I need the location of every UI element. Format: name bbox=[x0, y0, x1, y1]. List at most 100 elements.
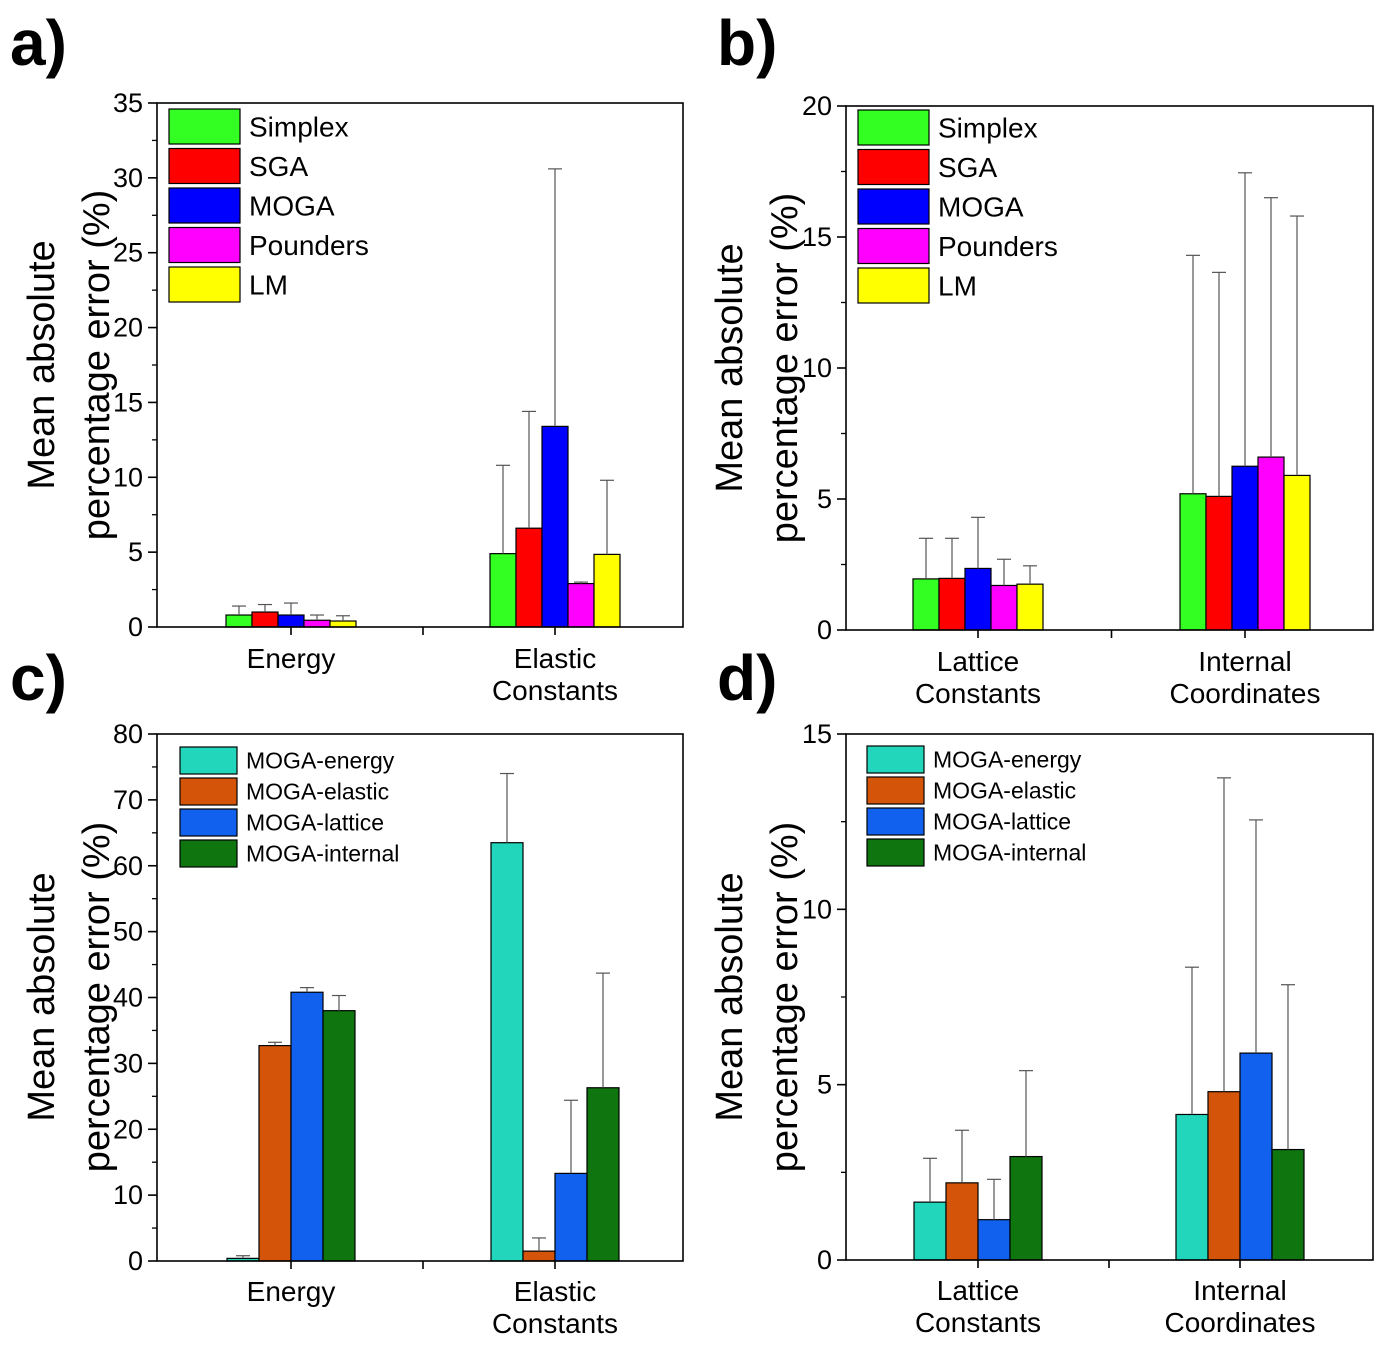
x-category-label: Energy bbox=[247, 643, 336, 674]
bar-moga-lattice-1 bbox=[1239, 1052, 1273, 1261]
bar-moga-internal-1 bbox=[1271, 1148, 1305, 1261]
y-axis-label-line1: Mean absolute bbox=[709, 872, 751, 1121]
y-tick-label: 30 bbox=[113, 1048, 143, 1078]
legend-swatch-lm bbox=[857, 267, 930, 304]
legend-label-lm: LM bbox=[938, 271, 977, 302]
legend-label-pounders: Pounders bbox=[249, 230, 369, 261]
x-category-label: Constants bbox=[492, 675, 618, 706]
legend-swatch-moga-lattice bbox=[866, 807, 925, 836]
x-category-label: Constants bbox=[492, 1308, 618, 1339]
legend-label-simplex: Simplex bbox=[938, 113, 1038, 144]
panel-label: b) bbox=[717, 7, 777, 79]
x-category-label: Constants bbox=[915, 1307, 1041, 1338]
legend-swatch-simplex bbox=[168, 108, 241, 145]
legend-label-pounders: Pounders bbox=[938, 231, 1058, 262]
legend-swatch-moga-elastic bbox=[866, 776, 925, 805]
bar-pounders-0 bbox=[990, 584, 1018, 631]
y-tick-label: 10 bbox=[802, 894, 832, 924]
legend-swatch-moga-internal bbox=[179, 839, 238, 868]
y-tick-label: 60 bbox=[113, 851, 143, 881]
bar-moga-0 bbox=[277, 614, 305, 628]
bar-simplex-1 bbox=[1179, 493, 1207, 631]
y-tick-label: 5 bbox=[128, 537, 143, 567]
bar-simplex-0 bbox=[912, 578, 940, 631]
y-tick-label: 0 bbox=[817, 1245, 832, 1275]
x-category-label: Internal bbox=[1193, 1275, 1286, 1306]
x-category-label: Elastic bbox=[514, 1276, 596, 1307]
panel-d: d) Mean absolute percentage error (%) 0 5 10 1… bbox=[709, 642, 1374, 1338]
legend-label-moga-lattice: MOGA-lattice bbox=[933, 809, 1071, 835]
y-tick-label: 10 bbox=[113, 1180, 143, 1210]
bar-moga-lattice-0 bbox=[977, 1219, 1011, 1261]
y-tick-label: 20 bbox=[113, 313, 143, 343]
legend-label-moga-energy: MOGA-energy bbox=[933, 747, 1082, 773]
y-tick-label: 15 bbox=[802, 719, 832, 749]
legend-label-moga-elastic: MOGA-elastic bbox=[933, 778, 1076, 804]
y-tick-label: 15 bbox=[113, 387, 143, 417]
y-axis-label-line1: Mean absolute bbox=[21, 872, 63, 1121]
legend: MOGA-energy MOGA-elastic MOGA-lattice MOGA-… bbox=[179, 746, 399, 868]
x-category-label: Constants bbox=[915, 678, 1041, 709]
bar-pounders-0 bbox=[303, 619, 331, 628]
bar-moga-0 bbox=[964, 567, 992, 631]
legend-label-moga: MOGA bbox=[938, 192, 1024, 223]
legend-swatch-moga-lattice bbox=[179, 808, 238, 837]
bar-moga-internal-1 bbox=[586, 1087, 620, 1262]
legend-label-moga-elastic: MOGA-elastic bbox=[246, 779, 389, 805]
x-category-label: Energy bbox=[247, 1276, 336, 1307]
y-tick-label: 30 bbox=[113, 163, 143, 193]
y-tick-label: 15 bbox=[802, 222, 832, 252]
bar-moga-elastic-0 bbox=[258, 1044, 292, 1262]
y-tick-label: 40 bbox=[113, 983, 143, 1013]
legend-label-moga-internal: MOGA-internal bbox=[933, 840, 1086, 866]
bar-lm-0 bbox=[329, 620, 357, 628]
bar-moga-lattice-0 bbox=[290, 991, 324, 1262]
y-tick-label: 0 bbox=[817, 615, 832, 645]
y-tick-label: 5 bbox=[817, 484, 832, 514]
legend-label-simplex: Simplex bbox=[249, 112, 349, 143]
x-category-label: Lattice bbox=[937, 646, 1020, 677]
legend: Simplex SGA MOGA Pounders LM bbox=[857, 109, 1058, 304]
legend-swatch-moga bbox=[168, 187, 241, 224]
x-category-label: Internal bbox=[1198, 646, 1291, 677]
legend-swatch-moga bbox=[857, 188, 930, 225]
legend-swatch-lm bbox=[168, 266, 241, 303]
legend-label-moga-internal: MOGA-internal bbox=[246, 841, 399, 867]
legend-label-sga: SGA bbox=[249, 151, 308, 182]
bar-simplex-0 bbox=[225, 614, 253, 628]
legend-label-moga: MOGA bbox=[249, 191, 335, 222]
legend-swatch-sga bbox=[857, 148, 930, 186]
panel-label: c) bbox=[10, 642, 67, 714]
bar-simplex-1 bbox=[489, 553, 517, 628]
bar-lm-1 bbox=[593, 553, 621, 628]
bar-moga-internal-0 bbox=[322, 1010, 356, 1262]
y-tick-label: 5 bbox=[817, 1070, 832, 1100]
legend-swatch-moga-internal bbox=[866, 838, 925, 867]
bar-sga-1 bbox=[515, 527, 543, 628]
x-category-label: Lattice bbox=[937, 1275, 1020, 1306]
bar-sga-1 bbox=[1205, 495, 1233, 631]
y-tick-label: 70 bbox=[113, 785, 143, 815]
bar-moga-internal-0 bbox=[1009, 1155, 1043, 1261]
legend-label-sga: SGA bbox=[938, 152, 997, 183]
bar-lm-0 bbox=[1016, 583, 1044, 631]
legend-label-moga-energy: MOGA-energy bbox=[246, 748, 395, 774]
bar-moga-elastic-0 bbox=[945, 1182, 979, 1261]
legend: MOGA-energy MOGA-elastic MOGA-lattice MOGA-… bbox=[866, 745, 1086, 867]
bar-moga-energy-1 bbox=[490, 842, 524, 1262]
bar-moga-energy-0 bbox=[913, 1201, 947, 1261]
panel-label: d) bbox=[717, 642, 777, 714]
y-tick-label: 80 bbox=[113, 719, 143, 749]
bar-pounders-1 bbox=[567, 582, 595, 628]
y-tick-label: 25 bbox=[113, 238, 143, 268]
panel-c: c) Mean absolute percentage error (%) 0 10 20… bbox=[10, 642, 684, 1339]
y-axis-label-line2: percentage error (%) bbox=[764, 193, 806, 544]
bar-moga-1 bbox=[1231, 465, 1259, 631]
bar-moga-lattice-1 bbox=[554, 1172, 588, 1262]
y-tick-label: 10 bbox=[802, 353, 832, 383]
y-tick-label: 20 bbox=[113, 1114, 143, 1144]
x-category-label: Coordinates bbox=[1170, 678, 1321, 709]
legend-label-moga-lattice: MOGA-lattice bbox=[246, 810, 384, 836]
y-tick-label: 0 bbox=[128, 1246, 143, 1276]
